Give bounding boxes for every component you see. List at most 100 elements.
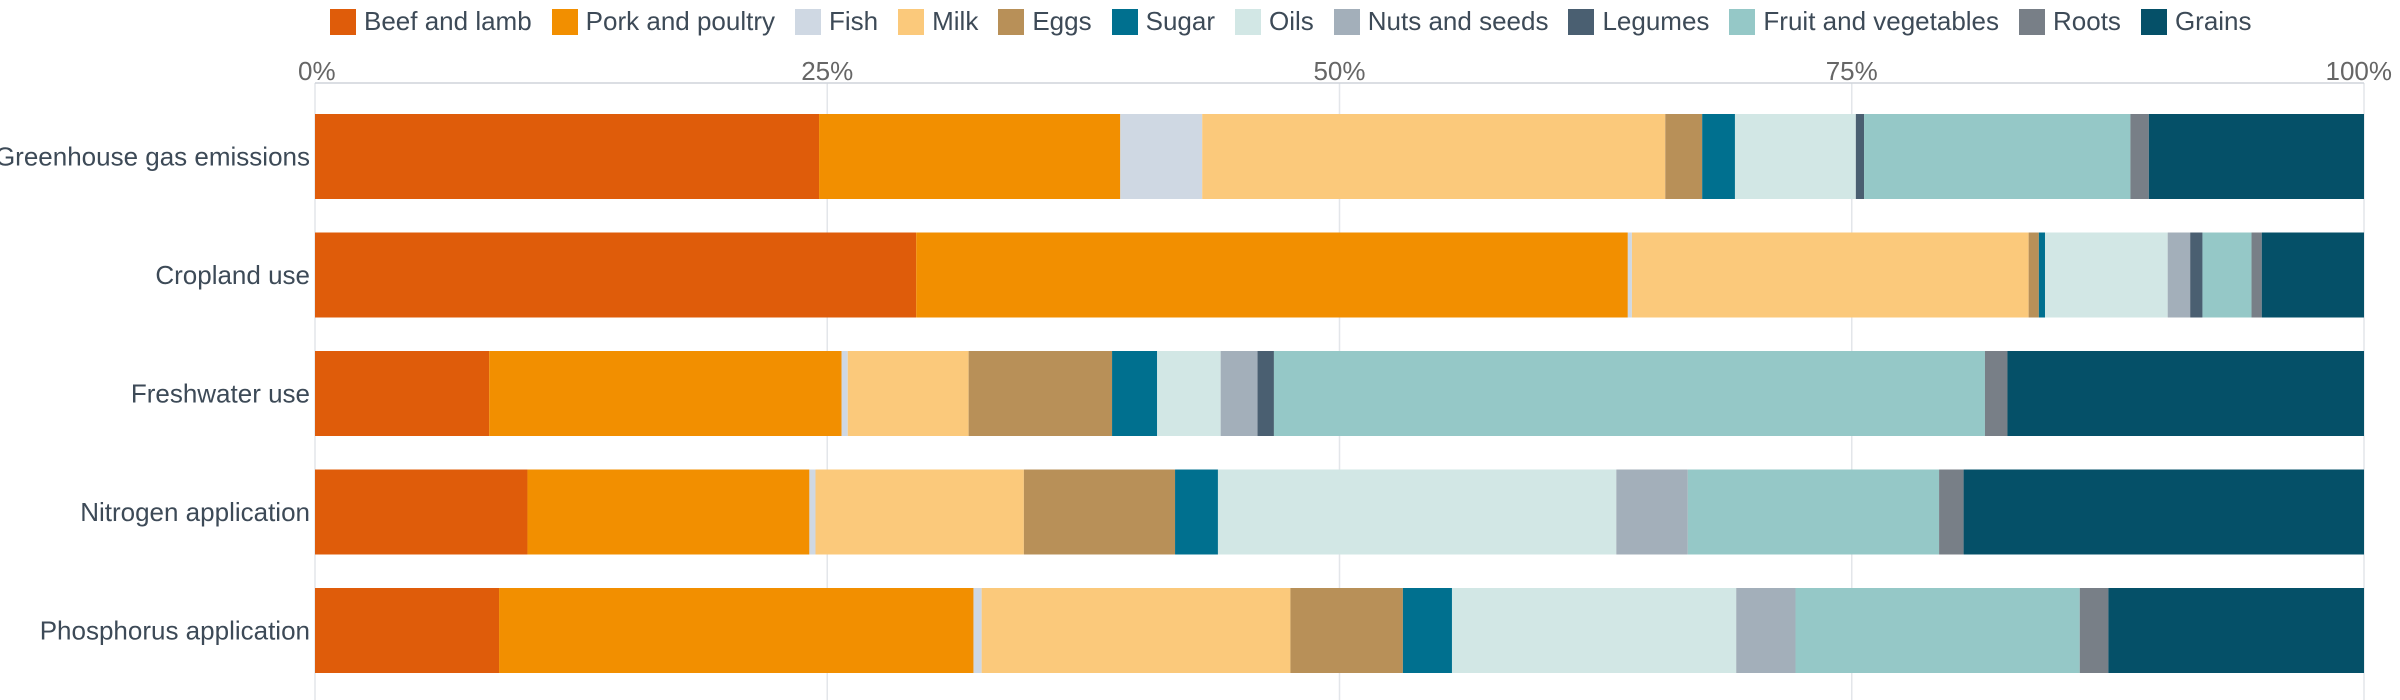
bar-phosphorus-application-grains — [2108, 588, 2364, 673]
bar-greenhouse-gas-emissions-milk — [1202, 114, 1666, 199]
legend-label: Beef and lamb — [364, 6, 532, 36]
bar-greenhouse-gas-emissions-legumes — [1855, 114, 1865, 199]
legend-swatch — [1729, 8, 1756, 35]
bar-nitrogen-application-oils — [1217, 469, 1617, 555]
category-label-cropland-use: Cropland use — [155, 260, 310, 290]
legend-label: Sugar — [1145, 6, 1215, 36]
legend-item-oils: Oils — [1235, 6, 1314, 37]
legend-label: Nuts and seeds — [1367, 6, 1549, 36]
x-tick-label: 75% — [1826, 56, 1878, 86]
legend-label: Eggs — [1032, 6, 1092, 36]
legend-label: Legumes — [1602, 6, 1710, 36]
bar-freshwater-use-nuts-and-seeds — [1220, 351, 1258, 436]
bar-freshwater-use-milk — [847, 351, 969, 436]
legend-label: Pork and poultry — [585, 6, 775, 36]
legend-item-fish: Fish — [795, 6, 878, 37]
legend-swatch — [1111, 8, 1138, 35]
bar-nitrogen-application-eggs — [1023, 469, 1176, 555]
legend-item-roots: Roots — [2019, 6, 2121, 37]
bar-cropland-use-eggs — [2028, 232, 2039, 318]
legend-item-grains: Grains — [2140, 6, 2252, 37]
category-label-phosphorus-application: Phosphorus application — [40, 616, 310, 646]
legend-swatch — [2019, 8, 2046, 35]
bar-cropland-use-beef-and-lamb — [315, 232, 917, 318]
bar-freshwater-use-roots — [1984, 351, 2008, 436]
bar-nitrogen-application-pork-and-poultry — [527, 469, 810, 555]
bar-cropland-use-sugar — [2038, 232, 2045, 318]
bar-phosphorus-application-roots — [2079, 588, 2109, 673]
legend-swatch — [1568, 8, 1595, 35]
bar-phosphorus-application-eggs — [1290, 588, 1403, 673]
bar-phosphorus-application-fruit-and-vegetables — [1795, 588, 2080, 673]
bar-nitrogen-application-milk — [815, 469, 1024, 555]
bar-nitrogen-application-beef-and-lamb — [315, 469, 528, 555]
bar-cropland-use-milk — [1631, 232, 2029, 318]
bar-freshwater-use-legumes — [1257, 351, 1274, 436]
legend-item-eggs: Eggs — [998, 6, 1092, 37]
category-label-freshwater-use: Freshwater use — [131, 379, 310, 409]
bar-nitrogen-application-fish — [809, 469, 816, 555]
bar-freshwater-use-oils — [1157, 351, 1221, 436]
bar-phosphorus-application-milk — [981, 588, 1291, 673]
bar-cropland-use-fish — [1627, 232, 1632, 318]
bar-greenhouse-gas-emissions-sugar — [1702, 114, 1735, 199]
bar-freshwater-use-grains — [2007, 351, 2364, 436]
bars — [315, 114, 2364, 673]
legend-item-beef-and-lamb: Beef and lamb — [330, 6, 532, 37]
bar-greenhouse-gas-emissions-fish — [1120, 114, 1203, 199]
legend-item-legumes: Legumes — [1568, 6, 1709, 37]
legend-item-sugar: Sugar — [1111, 6, 1215, 37]
legend-item-milk: Milk — [898, 6, 978, 37]
x-tick-label: 100% — [2326, 56, 2393, 86]
legend-label: Grains — [2174, 6, 2252, 36]
bar-greenhouse-gas-emissions-eggs — [1665, 114, 1703, 199]
bar-phosphorus-application-pork-and-poultry — [499, 588, 974, 673]
legend-item-fruit-and-vegetables: Fruit and vegetables — [1729, 6, 1999, 37]
legend-label: Fish — [829, 6, 879, 36]
bar-nitrogen-application-roots — [1939, 469, 1964, 555]
legend-label: Roots — [2053, 6, 2121, 36]
bar-nitrogen-application-sugar — [1175, 469, 1218, 555]
bar-phosphorus-application-fish — [973, 588, 982, 673]
bar-cropland-use-grains — [2261, 232, 2364, 318]
bar-greenhouse-gas-emissions-oils — [1734, 114, 1856, 199]
legend-swatch — [1333, 8, 1360, 35]
legend-swatch — [330, 8, 356, 35]
bar-greenhouse-gas-emissions-grains — [2148, 114, 2364, 199]
legend-label: Milk — [932, 6, 979, 36]
bar-greenhouse-gas-emissions-fruit-and-vegetables — [1864, 114, 2131, 199]
bar-greenhouse-gas-emissions-beef-and-lamb — [315, 114, 820, 199]
bar-cropland-use-legumes — [2190, 232, 2203, 318]
category-label-greenhouse-gas-emissions: Greenhouse gas emissions — [0, 142, 310, 172]
bar-nitrogen-application-grains — [1963, 469, 2364, 555]
bar-freshwater-use-fruit-and-vegetables — [1273, 351, 1985, 436]
bar-cropland-use-oils — [2044, 232, 2168, 318]
legend-swatch — [1235, 8, 1261, 35]
bar-freshwater-use-eggs — [968, 351, 1113, 436]
legend-label: Oils — [1269, 6, 1314, 36]
bar-phosphorus-application-nuts-and-seeds — [1736, 588, 1796, 673]
category-labels: Greenhouse gas emissions Cropland use Fres… — [0, 142, 310, 646]
bar-cropland-use-nuts-and-seeds — [2167, 232, 2191, 318]
category-label-nitrogen-application: Nitrogen application — [80, 497, 310, 527]
bar-phosphorus-application-beef-and-lamb — [315, 588, 500, 673]
legend-label: Fruit and vegetables — [1763, 6, 2000, 36]
bar-phosphorus-application-oils — [1451, 588, 1737, 673]
bar-cropland-use-pork-and-poultry — [916, 232, 1628, 318]
x-tick-label: 25% — [801, 56, 853, 86]
x-axis-ticks: 0% 25% 50% 75% 100% — [298, 56, 2392, 86]
legend-swatch — [998, 8, 1025, 35]
legend-item-pork-and-poultry: Pork and poultry — [551, 6, 775, 37]
legend: Beef and lamb Pork and poultry Fish Milk Egg… — [330, 6, 2272, 37]
x-tick-label: 0% — [298, 56, 336, 86]
bar-cropland-use-roots — [2251, 232, 2262, 318]
legend-item-nuts-and-seeds: Nuts and seeds — [1333, 6, 1549, 37]
legend-swatch — [898, 8, 925, 35]
bar-nitrogen-application-nuts-and-seeds — [1616, 469, 1688, 555]
bar-greenhouse-gas-emissions-pork-and-poultry — [819, 114, 1121, 199]
bar-cropland-use-fruit-and-vegetables — [2202, 232, 2252, 318]
bar-phosphorus-application-sugar — [1402, 588, 1452, 673]
bar-nitrogen-application-fruit-and-vegetables — [1687, 469, 1940, 555]
legend-swatch — [551, 8, 578, 35]
